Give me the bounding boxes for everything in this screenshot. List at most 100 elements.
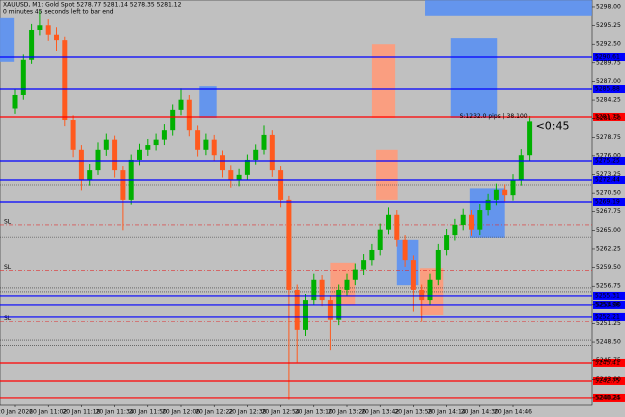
- sl-label: SL: [4, 264, 12, 271]
- level-label: 5253.98: [595, 301, 620, 308]
- level-tag: [593, 358, 625, 367]
- zone: [0, 17, 15, 62]
- candle-body: [145, 145, 151, 150]
- candle-body: [394, 214, 400, 240]
- y-tick-label: 5248.50: [596, 339, 621, 346]
- candle-body: [37, 25, 43, 30]
- candle-body: [278, 170, 284, 200]
- x-tick-label: 20 Jan 11:18: [62, 409, 100, 416]
- x-tick-label: 20 Jan 12:54: [262, 409, 300, 416]
- y-tick-label: 5292.50: [596, 41, 621, 48]
- candle-body: [211, 139, 217, 156]
- candle-body: [20, 59, 26, 95]
- candle-body: [269, 134, 275, 171]
- x-tick-label: 20 Jan 13:42: [361, 409, 399, 416]
- sl-label: SL: [4, 218, 12, 225]
- x-tick-label: 20 Jan 11:02: [29, 409, 67, 416]
- zone: [469, 188, 505, 238]
- x-tick-label: 20 Jan 14:46: [494, 409, 532, 416]
- candle-body: [178, 99, 184, 110]
- candle-body: [452, 224, 458, 236]
- candle-body: [493, 189, 499, 200]
- level-tag: [593, 197, 625, 206]
- x-tick-label: 20 Jan 12:38: [228, 409, 266, 416]
- level-label: 5281.75: [595, 113, 620, 120]
- y-tick-label: 5251.25: [596, 320, 621, 327]
- candle-body: [377, 229, 383, 250]
- x-tick-label: 20 Jan 11:50: [129, 409, 167, 416]
- candle-body: [435, 249, 441, 280]
- candle-body: [261, 134, 267, 150]
- level-tag: [593, 112, 625, 121]
- countdown-label: <0:45: [536, 119, 570, 132]
- candle-body: [45, 25, 51, 35]
- candle-body: [386, 214, 391, 230]
- level-label: 5272.44: [595, 176, 620, 183]
- candle-body: [153, 139, 159, 146]
- candle-body: [244, 159, 250, 175]
- candle-body: [294, 289, 300, 330]
- x-tick-label: 20 Jan 11:34: [96, 409, 134, 416]
- candle-body: [311, 279, 317, 301]
- candle-body: [95, 149, 101, 171]
- x-tick-label: 20 Jan 14:30: [461, 409, 499, 416]
- zone: [376, 149, 398, 200]
- candle-body: [485, 199, 491, 211]
- candle-body: [402, 239, 408, 261]
- candle-body: [170, 109, 176, 131]
- candle-body: [228, 170, 234, 181]
- y-tick-label: 5278.75: [596, 134, 621, 141]
- y-tick-label: 5276.00: [596, 152, 621, 159]
- candle-body: [427, 279, 433, 301]
- y-tick-label: 5267.75: [596, 208, 621, 215]
- level-label: 5240.24: [595, 394, 620, 401]
- candle-body: [161, 130, 167, 140]
- level-label: 5269.19: [595, 198, 620, 205]
- candle-body: [253, 149, 259, 160]
- y-tick-label: 5259.50: [596, 264, 621, 271]
- level-tag: [593, 312, 625, 321]
- candle-body: [469, 214, 474, 230]
- candle-body: [327, 300, 333, 320]
- candle-body: [236, 174, 242, 181]
- candle-body: [444, 235, 450, 250]
- candle-body: [518, 155, 524, 181]
- candle-body: [70, 120, 76, 150]
- level-label: 5290.61: [595, 53, 620, 60]
- candle-body: [361, 260, 367, 270]
- zone: [450, 38, 498, 118]
- level-label: 5255.31: [595, 292, 620, 299]
- level-label: 5275.25: [595, 157, 620, 164]
- level-tag: [593, 376, 625, 385]
- level-tag: [593, 175, 625, 184]
- level-tag: [593, 156, 625, 165]
- candle-body: [220, 155, 225, 171]
- candle-body: [510, 180, 516, 196]
- y-tick-label: 5284.25: [596, 97, 621, 104]
- y-tick-label: 5295.25: [596, 22, 621, 29]
- info-label: S:1232.0 pips | 38.100: [460, 113, 528, 120]
- x-tick-label: 20 Jan 14:14: [428, 409, 466, 416]
- level-label: 5285.88: [595, 86, 620, 93]
- zone: [425, 0, 592, 16]
- candle-body: [502, 189, 508, 196]
- x-tick-label: 20 Jan 13:58: [394, 409, 432, 416]
- chart-title: XAUUSD, M1: Gold Spot 5278.77 5281.14 52…: [3, 2, 182, 9]
- y-tick-label: 5281.50: [596, 115, 621, 122]
- candle-body: [203, 139, 209, 150]
- candle-body: [29, 29, 35, 60]
- y-tick-label: 5262.25: [596, 245, 621, 252]
- level-label: 5252.21: [595, 313, 620, 320]
- candle-body: [369, 249, 375, 261]
- candle-body: [103, 139, 109, 150]
- candle-body: [527, 121, 533, 156]
- candle-body: [62, 40, 68, 121]
- x-tick-label: 20 Jan 13:26: [328, 409, 366, 416]
- y-tick-label: 5273.25: [596, 171, 621, 178]
- candle-body: [419, 289, 425, 301]
- candle-body: [78, 149, 84, 181]
- y-tick-label: 5254.00: [596, 301, 621, 308]
- y-tick-label: 5270.50: [596, 190, 621, 197]
